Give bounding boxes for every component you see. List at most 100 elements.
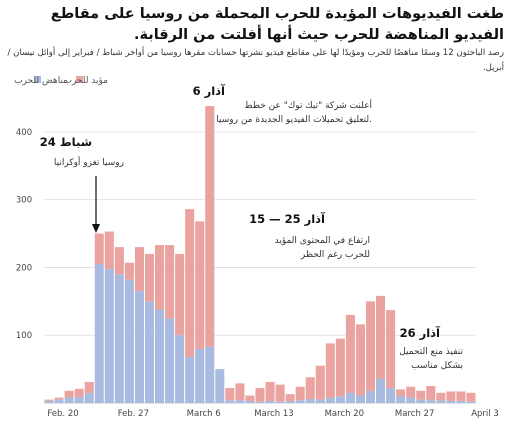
bar-anti-war	[54, 399, 64, 403]
bar-pro-war	[185, 209, 195, 357]
bar-anti-war	[124, 279, 134, 403]
bar-pro-war	[446, 391, 456, 401]
y-tick-label: 100	[16, 331, 32, 341]
bar-anti-war	[335, 396, 345, 403]
annotation-text: للحرب رغم الحظر	[300, 250, 370, 260]
bar-anti-war	[185, 356, 195, 403]
bar-pro-war	[396, 389, 406, 397]
bar-anti-war	[44, 400, 54, 403]
chart-subtitle: رصد الباحثون 12 وسمًا مناهضًا للحرب ومؤي…	[7, 48, 504, 73]
bar-pro-war	[325, 343, 335, 398]
bar-pro-war	[355, 324, 365, 396]
bar-pro-war	[335, 338, 345, 397]
bar-pro-war	[416, 390, 426, 400]
arrow-head-icon	[92, 224, 100, 233]
legend-swatch-anti-war	[34, 76, 41, 83]
bar-pro-war	[466, 392, 476, 402]
x-tick-label: March 13	[254, 409, 293, 419]
x-tick-label: Feb. 27	[118, 409, 149, 419]
bar-anti-war	[114, 274, 124, 403]
bar-anti-war	[446, 400, 456, 403]
bar-anti-war	[386, 388, 396, 403]
bar-pro-war	[245, 395, 255, 401]
bar-anti-war	[325, 397, 335, 403]
bar-pro-war	[195, 221, 205, 349]
bar-anti-war	[245, 400, 255, 403]
x-tick-label: Feb. 20	[47, 409, 78, 419]
bar-pro-war	[114, 247, 124, 275]
bar-pro-war	[134, 247, 144, 292]
annotation-text: ارتفاع في المحتوى المؤيد	[275, 236, 370, 246]
bar-anti-war	[396, 396, 406, 403]
annotation-date: 26 آذار	[400, 326, 441, 340]
annotation-date: 6 آذار	[193, 84, 226, 98]
legend-swatch-pro-war	[76, 76, 83, 83]
annotation-text: بشكل مناسب	[411, 361, 463, 371]
bar-anti-war	[144, 301, 155, 403]
y-tick-label: 300	[16, 196, 32, 206]
bar-pro-war	[165, 245, 175, 319]
bar-anti-war	[205, 346, 215, 403]
bar-pro-war	[345, 314, 355, 393]
bar-pro-war	[124, 262, 134, 280]
bar-pro-war	[275, 384, 285, 402]
bar-pro-war	[406, 386, 416, 398]
x-tick-label: March 27	[395, 409, 434, 419]
bar-anti-war	[285, 400, 295, 403]
bar-pro-war	[104, 231, 114, 269]
bar-anti-war	[94, 264, 104, 403]
bar-anti-war	[355, 395, 365, 403]
annotation-text: تنفيذ منع التحميل	[399, 347, 463, 357]
bar-anti-war	[255, 401, 265, 403]
bar-anti-war	[345, 392, 355, 403]
bar-pro-war	[155, 245, 165, 310]
bar-pro-war	[225, 388, 235, 401]
bar-pro-war	[436, 392, 446, 401]
bar-pro-war	[235, 383, 245, 401]
bar-anti-war	[175, 335, 185, 403]
legend: مناهض للحرب مؤيد للحرب	[14, 76, 108, 86]
annotation-text: روسيا تغزو أوكرانيا	[54, 156, 124, 168]
bar-pro-war	[315, 365, 325, 400]
bar-anti-war	[376, 378, 386, 403]
bar-anti-war	[305, 398, 315, 403]
x-tick-label: March 6	[187, 409, 221, 419]
bar-pro-war	[64, 390, 74, 398]
bar-anti-war	[225, 400, 235, 403]
annotation-mar6: 6 آذار أعلنت شركة "تيك توك" عن خطط لتعلي…	[193, 84, 372, 125]
bar-pro-war	[265, 381, 275, 401]
bar-anti-war	[315, 399, 325, 403]
bar-anti-war	[64, 397, 74, 403]
bar-pro-war	[74, 388, 84, 397]
bar-pro-war	[376, 295, 386, 379]
bar-anti-war	[426, 400, 436, 403]
bar-anti-war	[456, 400, 466, 403]
bar-anti-war	[295, 400, 305, 403]
bar-anti-war	[165, 318, 175, 403]
bar-pro-war	[305, 377, 315, 399]
bar-pro-war	[365, 301, 376, 391]
bar-anti-war	[134, 291, 144, 403]
bar-anti-war	[155, 309, 165, 403]
bar-anti-war	[84, 392, 94, 403]
annotation-date: 24 شباط	[40, 135, 92, 149]
bar-pro-war	[54, 397, 64, 400]
bar-anti-war	[365, 390, 376, 403]
bar-anti-war	[235, 400, 245, 403]
bar-pro-war	[175, 253, 185, 336]
y-axis-ticks: 100 200 300 400	[16, 128, 32, 341]
bar-pro-war	[295, 386, 305, 401]
bar-anti-war	[215, 369, 225, 403]
bar-anti-war	[195, 348, 205, 403]
annotation-text: لتعليق تحميلات الفيديو الجديدة من روسيا.	[216, 115, 372, 125]
bar-anti-war	[436, 400, 446, 403]
legend-label-pro-war: مؤيد للحرب	[63, 76, 108, 86]
chart-title: طغت الفيديوهات المؤيدة للحرب المحملة من …	[50, 6, 504, 43]
bar-anti-war	[466, 401, 476, 403]
annotation-mar26: 26 آذار تنفيذ منع التحميل بشكل مناسب	[399, 326, 463, 371]
y-tick-label: 400	[16, 128, 32, 138]
x-tick-label: March 20	[325, 409, 364, 419]
bar-pro-war	[144, 253, 155, 302]
bar-anti-war	[275, 401, 285, 403]
